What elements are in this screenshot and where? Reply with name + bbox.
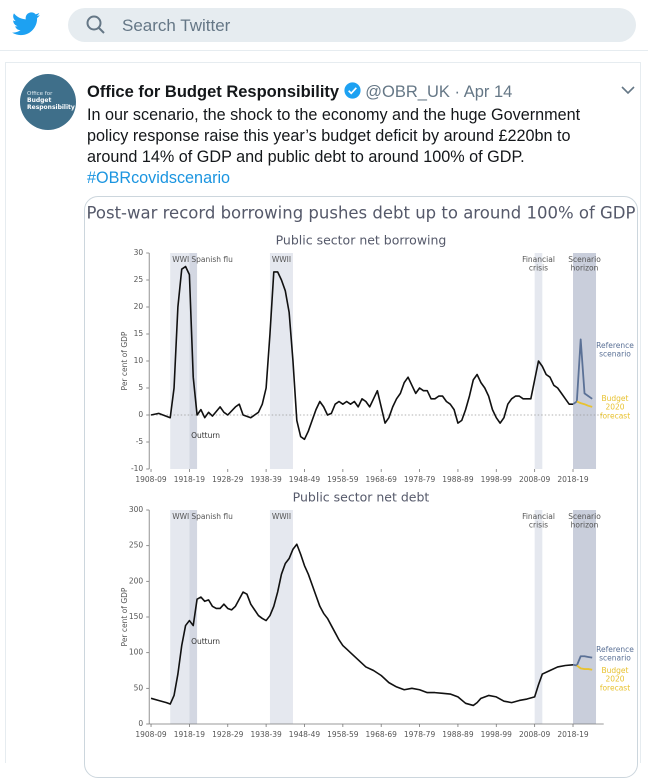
series-label: Reference scenario [596,645,634,663]
period-label: Scenario horizon [568,255,601,273]
header-divider [0,50,648,51]
x-tick-label: 1938-39 [250,475,282,484]
y-tick-label: 250 [129,541,144,550]
x-tick-label: 1948-49 [289,475,321,484]
y-axis-label: Per cent of GDP [120,331,129,390]
period-label: WWI [172,255,189,264]
handle[interactable]: @OBR_UK [365,83,450,101]
series-label: Reference scenario [596,341,634,359]
x-tick-label: 1928-29 [212,475,244,484]
shaded-period [269,510,293,724]
y-tick-label: -5 [136,437,144,446]
x-tick-label: 1988-89 [442,475,474,484]
series-line [150,265,574,441]
separator: · [454,83,461,101]
date[interactable]: Apr 14 [463,83,513,101]
series-line [572,338,593,405]
avatar[interactable]: Office for Budget Responsibility [20,74,76,130]
hashtag[interactable]: #OBRcovidscenario [87,169,231,187]
shaded-period [534,510,543,724]
x-tick-label: 1928-29 [212,730,244,739]
y-tick-label: 15 [134,329,144,338]
period-label: Scenario horizon [568,512,601,530]
verified-badge [344,82,361,99]
y-tick-label: 0 [138,410,143,419]
y-tick-label: 25 [134,275,144,284]
x-tick-label: 1998-99 [481,730,513,739]
period-label: WWI [172,512,189,521]
y-tick-label: 0 [138,719,143,728]
shaded-period [573,253,597,469]
x-tick-label: 2018-19 [557,730,589,739]
y-axis-label: Per cent of GDP [120,587,129,646]
x-tick-label: 2018-19 [557,475,589,484]
x-tick-label: 2008-09 [519,475,551,484]
series-line [572,655,593,667]
author-name[interactable]: Office for Budget Responsibility [87,83,340,101]
y-tick-label: 30 [134,248,144,257]
tweet-text-block: In our scenario, the shock to the econom… [87,105,607,189]
y-tick-label: 20 [134,302,144,311]
shaded-period [189,510,198,724]
x-tick-label: 1978-79 [404,475,436,484]
x-tick-label: 1918-19 [174,730,206,739]
period-label: Spanish flu [191,255,233,264]
y-tick-label: 5 [138,383,143,392]
period-label: WWII [272,512,291,521]
menu-chevron[interactable] [620,84,636,96]
y-tick-label: 150 [129,612,144,621]
x-tick-label: 1978-79 [404,730,436,739]
x-tick-label: 1988-89 [442,730,474,739]
y-tick-label: -10 [131,464,143,473]
x-tick-label: 2008-09 [519,730,551,739]
series-line [576,400,593,408]
period-label: WWII [272,255,291,264]
page: Search Twitter Office for Budget Respons… [0,8,648,778]
tweet [5,62,641,763]
avatar-text: Budget [27,97,52,104]
tweet-text: In our scenario, the shock to the econom… [87,106,581,166]
x-tick-label: 1968-69 [366,730,398,739]
search-icon [86,15,105,34]
x-tick-label: 1958-59 [327,730,359,739]
series-line [150,543,574,707]
shaded-period [573,510,597,724]
y-tick-label: 50 [134,683,144,692]
tweet-image[interactable]: Post-war record borrowing pushes debt up… [84,196,638,778]
search-bar[interactable] [68,8,636,42]
x-tick-label: 1998-99 [481,475,513,484]
x-tick-label: 1908-09 [135,730,167,739]
period-label: Financial crisis [522,512,555,530]
y-tick-label: 200 [129,576,144,585]
x-tick-label: 1938-39 [250,730,282,739]
avatar-text: Responsibility [27,104,75,111]
y-tick-label: 10 [134,356,144,365]
search-placeholder: Search Twitter [122,16,231,35]
period-label: Spanish flu [191,512,233,521]
series-label: Budget 2020 forecast [600,394,630,420]
x-tick-label: 1968-69 [366,475,398,484]
period-label: Financial crisis [522,255,555,273]
y-tick-label: 100 [129,648,144,657]
image-title: Post-war record borrowing pushes debt up… [87,204,636,223]
x-tick-label: 1958-59 [327,475,359,484]
avatar-text: Office for [27,91,53,97]
tweet-header: Office for Budget Responsibility @OBR_UK… [87,82,512,102]
x-tick-label: 1948-49 [289,730,321,739]
series-label: Outturn [191,637,220,646]
chart-image: Post-war record borrowing pushes debt up… [87,204,636,740]
series-label: Outturn [191,431,220,440]
series-line [576,664,593,671]
chart-title: Public sector net debt [293,490,430,505]
x-tick-label: 1908-09 [135,475,167,484]
shaded-period [170,510,190,724]
x-tick-label: 1918-19 [174,475,206,484]
y-tick-label: 300 [129,505,144,514]
series-label: Budget 2020 forecast [600,666,630,692]
twitter-logo[interactable] [12,12,40,36]
chart-title: Public sector net borrowing [276,233,447,248]
